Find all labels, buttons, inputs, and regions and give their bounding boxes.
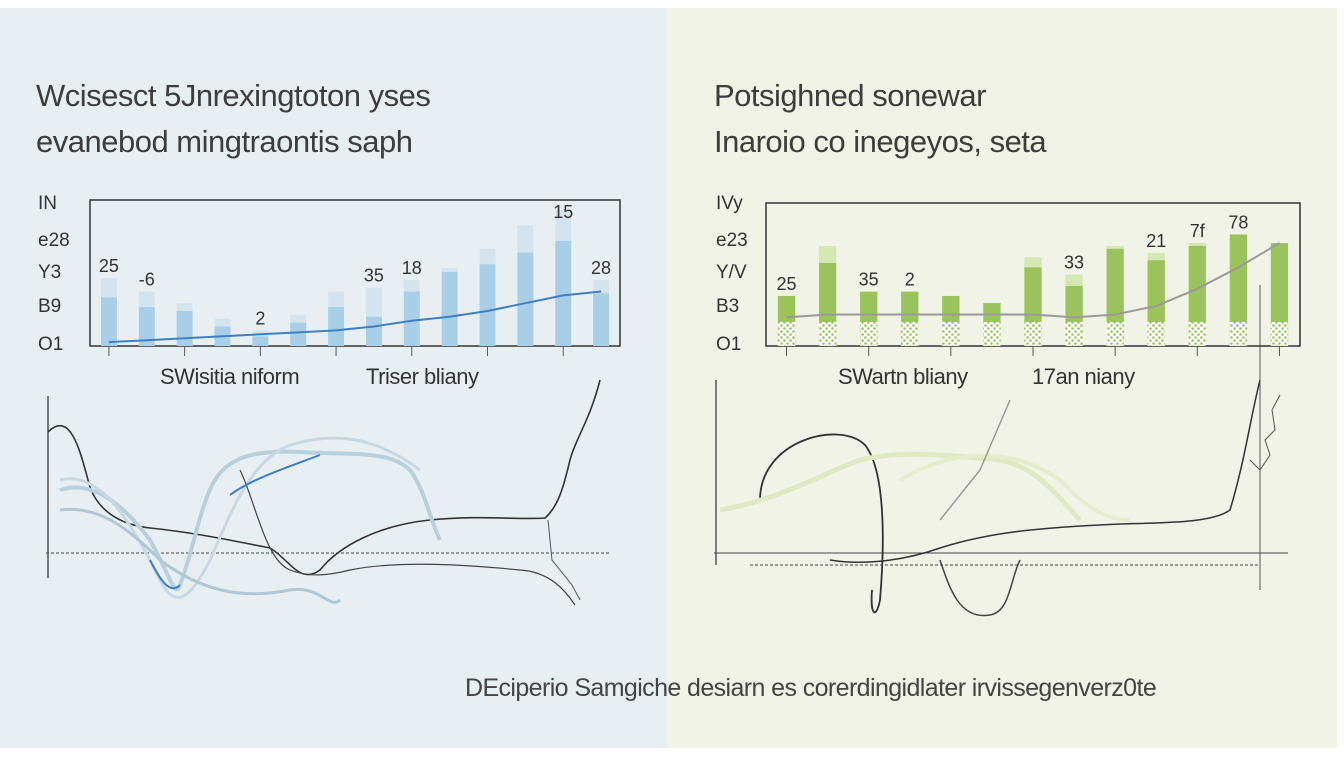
right-bar-pattern [860, 322, 878, 346]
right-bar [1229, 234, 1248, 346]
right-data-label: 78 [1228, 212, 1248, 232]
left-bar [252, 336, 269, 346]
left-bar [517, 252, 534, 346]
right-trend-line [786, 242, 1281, 319]
right-bar-pattern [942, 322, 960, 346]
right-data-label: 2 [905, 270, 915, 290]
left-decorative-curves [46, 379, 610, 606]
right-y-tick-2: e23 [716, 230, 748, 251]
left-bar [593, 293, 610, 346]
right-bar-pattern [1065, 322, 1083, 346]
right-data-label: 21 [1146, 231, 1166, 251]
left-bar-chart: 25 -6 2 35 18 15 28 [89, 199, 621, 356]
left-plot-frame [89, 199, 621, 347]
left-title-line-2: evanebod mingtraontis saph [36, 124, 413, 159]
right-decorative-curves [714, 285, 1288, 617]
right-bar-pattern [1188, 322, 1206, 346]
footnote: DEciperio Samgiche desiarn es corerdingi… [465, 674, 1157, 702]
left-y-tick-1: IN [38, 193, 57, 214]
left-title-line-1: Wcisesct 5Jnrexingtoton yses [36, 78, 431, 113]
right-y-tick-1: IVy [716, 193, 743, 214]
right-data-label: 33 [1064, 253, 1084, 273]
right-panel-background [667, 8, 1337, 748]
right-bar-pattern [901, 322, 919, 346]
right-bar [1270, 243, 1289, 346]
right-data-label: 7f [1190, 221, 1206, 241]
left-panel-background [0, 8, 667, 748]
right-y-tick-3: Y/V [716, 262, 747, 283]
right-bar-pattern [818, 322, 837, 346]
left-sublabel-2: Triser bliany [366, 364, 479, 389]
left-bar [441, 272, 458, 346]
left-bar [100, 297, 117, 346]
right-bar [1106, 248, 1124, 346]
right-data-label: 25 [777, 274, 797, 294]
right-bar-pattern [1147, 322, 1165, 346]
right-data-label: 35 [859, 270, 879, 290]
left-y-tick-5: O1 [38, 334, 64, 355]
right-bar-pattern [1270, 322, 1289, 346]
right-sublabel-2: 17an niany [1032, 364, 1135, 389]
left-bar [365, 316, 382, 346]
left-data-label: 25 [99, 256, 119, 276]
left-data-label: 15 [553, 202, 573, 222]
left-sublabel-1: SWisitia niform [160, 364, 300, 389]
right-bar-pattern [1024, 322, 1042, 346]
left-bar [328, 307, 345, 346]
right-title-line-1: Potsighned sonewar [714, 78, 986, 113]
left-data-label: 28 [591, 258, 611, 278]
right-bar-pattern [983, 322, 1001, 346]
right-bar-pattern [1229, 322, 1248, 346]
left-bar [176, 310, 193, 346]
right-bar-pattern [777, 322, 796, 346]
left-y-tick-2: e28 [38, 230, 70, 251]
left-data-label: 18 [402, 258, 422, 278]
left-data-label: 35 [364, 266, 384, 286]
left-data-label: 2 [255, 308, 265, 328]
left-bar [479, 264, 496, 346]
left-data-label: -6 [139, 269, 155, 289]
right-title-line-2: Inaroio co inegeyos, seta [714, 124, 1047, 159]
right-sublabel-1: SWartn bliany [838, 364, 968, 389]
right-y-tick-5: O1 [716, 334, 742, 355]
left-y-tick-4: B9 [38, 296, 62, 317]
left-bar [290, 322, 307, 346]
left-y-tick-3: Y3 [38, 262, 62, 283]
left-bar [138, 307, 155, 346]
left-bar [403, 291, 420, 346]
right-bar-pattern [1106, 322, 1124, 346]
right-y-tick-4: B3 [716, 296, 740, 317]
left-trend-line [108, 290, 602, 344]
right-bar-chart: 25 35 2 33 21 7f 78 [765, 202, 1301, 356]
left-bar [555, 240, 572, 346]
right-bar [1188, 245, 1206, 346]
